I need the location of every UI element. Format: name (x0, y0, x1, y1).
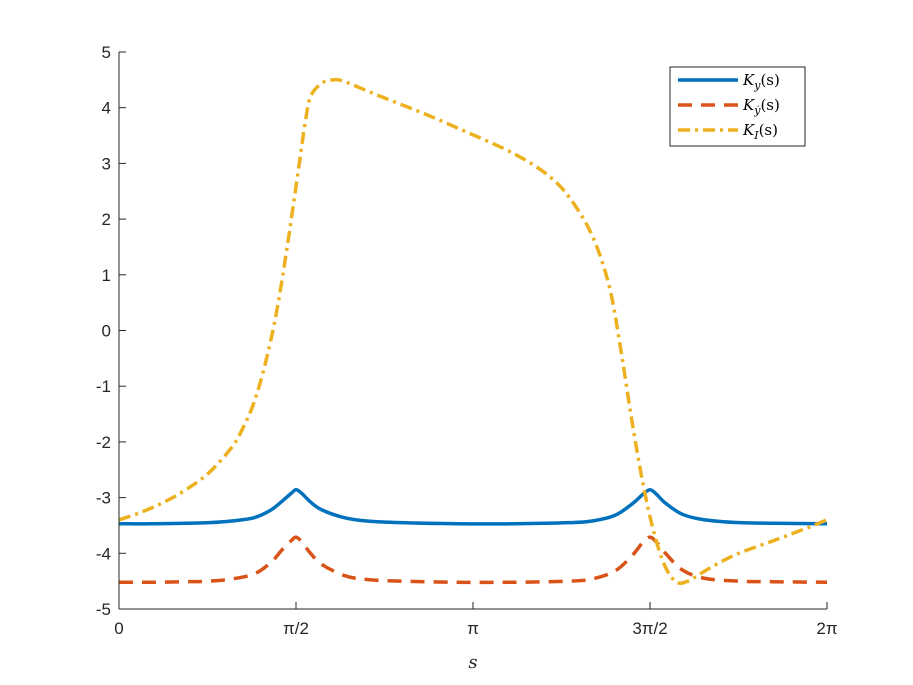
y-tick-label: 0 (102, 322, 111, 341)
y-tick-label: 2 (102, 210, 111, 229)
x-tick-label: π (467, 619, 479, 638)
y-tick-label: 5 (102, 43, 111, 62)
y-tick-label: 4 (102, 99, 111, 118)
y-tick-label: -3 (96, 489, 111, 508)
legend-entry-1: Ky(s) (742, 71, 780, 92)
x-tick-label: 2π (816, 619, 837, 638)
legend: Ky(s) Kẏ(s) KI(s) (669, 66, 806, 147)
x-tick-label: π/2 (283, 619, 309, 638)
legend-entry-3: KI(s) (742, 121, 778, 142)
y-tick-label: -2 (96, 433, 111, 452)
x-tick-label: 3π/2 (632, 619, 667, 638)
series-line-1 (118, 488, 828, 526)
x-ticks: 0 π/2 π 3π/2 2π (114, 602, 838, 638)
series-layer (118, 77, 828, 586)
x-axis-title: s (468, 652, 477, 673)
y-tick-label: -5 (96, 600, 111, 619)
series-line-3 (118, 77, 828, 586)
y-tick-label: 1 (102, 266, 111, 285)
y-tick-label: -1 (96, 377, 111, 396)
legend-entry-2: Kẏ(s) (742, 96, 780, 117)
y-tick-label: 3 (102, 154, 111, 173)
series-line-2 (118, 535, 828, 585)
y-tick-label: -4 (96, 544, 111, 563)
x-tick-label: 0 (114, 619, 123, 638)
y-ticks: -5 -4 -3 -2 -1 0 1 2 3 4 5 (96, 43, 126, 619)
